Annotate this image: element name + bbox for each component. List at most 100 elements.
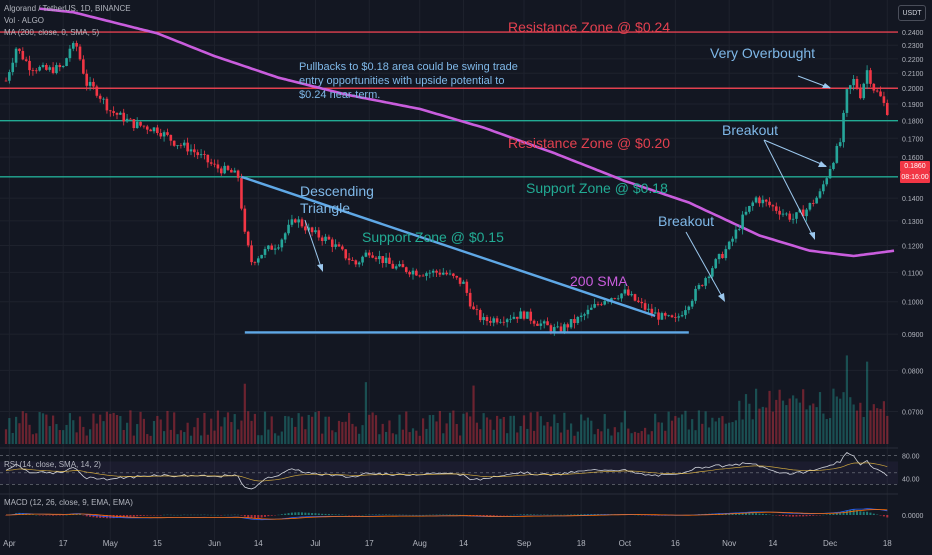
candle-body — [190, 149, 193, 151]
volume-legend[interactable]: Vol · ALGO — [4, 16, 44, 25]
candle-body — [630, 294, 633, 295]
candle-body — [873, 84, 876, 91]
candle-body — [230, 170, 233, 173]
macd-hist-bar — [140, 515, 142, 516]
macd-hist-bar — [143, 515, 145, 516]
volume-bar — [170, 430, 172, 444]
candle-body — [879, 91, 882, 96]
ma-legend[interactable]: MA (200, close, 0, SMA, 5) — [4, 28, 99, 37]
candle-body — [324, 237, 327, 241]
candle-body — [866, 70, 869, 84]
macd-hist-bar — [806, 515, 808, 516]
volume-bar — [728, 423, 730, 444]
candle-body — [671, 315, 674, 317]
volume-bar — [338, 421, 340, 444]
y-tick-label: 0.0800 — [902, 368, 924, 375]
candle-body — [136, 122, 139, 128]
volume-bar — [516, 432, 518, 444]
macd-hist-bar — [779, 515, 781, 516]
volume-bar — [351, 424, 353, 444]
volume-bar — [782, 401, 784, 444]
candle-body — [301, 219, 304, 226]
volume-bar — [483, 413, 485, 444]
candle-body — [735, 230, 738, 239]
volume-bar — [708, 427, 710, 444]
candle-body — [28, 61, 31, 70]
volume-bar — [832, 389, 834, 444]
candle-body — [334, 244, 337, 247]
macd-hist-bar — [530, 514, 532, 515]
macd-hist-bar — [52, 515, 54, 516]
volume-bar — [109, 414, 111, 444]
candle-body — [429, 273, 432, 274]
volume-bar — [792, 395, 794, 444]
volume-bar — [250, 421, 252, 444]
candle-body — [462, 282, 465, 284]
volume-bar — [647, 434, 649, 444]
candle-body — [139, 122, 142, 126]
candle-body — [368, 253, 371, 256]
volume-bar — [546, 422, 548, 444]
candle-body — [795, 212, 798, 219]
candle-body — [281, 240, 284, 248]
macd-hist-bar — [308, 513, 310, 515]
volume-bar — [388, 420, 390, 444]
volume-bar — [415, 431, 417, 444]
candle-body — [597, 304, 600, 305]
candle-body — [624, 289, 627, 293]
resistance-024-label: Resistance Zone @ $0.24 — [508, 19, 670, 35]
volume-bar — [879, 409, 881, 444]
volume-bar — [308, 415, 310, 444]
volume-bar — [594, 434, 596, 444]
candle-body — [395, 266, 398, 268]
volume-bar — [452, 410, 454, 444]
candle-body — [698, 285, 701, 289]
volume-bar — [765, 408, 767, 444]
volume-bar — [701, 424, 703, 444]
macd-hist-bar — [267, 515, 269, 516]
volume-bar — [513, 416, 515, 444]
candle-body — [72, 43, 75, 49]
volume-bar — [62, 430, 64, 444]
volume-bar — [768, 391, 770, 444]
macd-hist-bar — [863, 512, 865, 515]
macd-hist-bar — [799, 515, 801, 516]
candle-body — [79, 47, 82, 60]
macd-legend[interactable]: MACD (12, 26, close, 9, EMA, EMA) — [4, 498, 133, 507]
candle-body — [294, 219, 297, 222]
volume-bar — [213, 431, 215, 444]
volume-bar — [375, 415, 377, 444]
volume-bar — [698, 410, 700, 444]
candle-body — [580, 316, 583, 317]
volume-bar — [385, 432, 387, 444]
currency-selector[interactable]: USDT — [898, 5, 926, 21]
volume-bar — [725, 424, 727, 444]
volume-bar — [321, 434, 323, 444]
macd-hist-bar — [86, 515, 88, 516]
candle-body — [304, 226, 307, 230]
candle-body — [146, 126, 149, 129]
volume-bar — [785, 405, 787, 444]
candle-body — [583, 314, 586, 315]
volume-bar — [217, 411, 219, 444]
candle-body — [516, 317, 519, 319]
x-tick-label: Aug — [413, 539, 427, 548]
volume-bar — [372, 412, 374, 444]
volume-bar — [503, 417, 505, 444]
volume-bar — [573, 436, 575, 444]
candle-body — [721, 254, 724, 258]
macd-hist-bar — [284, 514, 286, 515]
volume-bar — [72, 420, 74, 444]
x-tick-label: Jun — [208, 539, 221, 548]
volume-bar — [523, 415, 525, 444]
symbol-legend[interactable]: Algorand / TetherUS, 1D, BINANCE — [4, 4, 131, 13]
note-line-2: entry opportunities with upside potentia… — [299, 75, 504, 87]
candle-body — [153, 127, 156, 131]
candle-body — [469, 293, 472, 307]
volume-bar — [644, 428, 646, 444]
volume-bar — [425, 429, 427, 444]
volume-bar — [859, 403, 861, 444]
rsi-legend[interactable]: RSI (14, close, SMA, 14, 2) — [4, 460, 101, 469]
macd-hist-bar — [244, 515, 246, 517]
volume-bar — [654, 414, 656, 444]
